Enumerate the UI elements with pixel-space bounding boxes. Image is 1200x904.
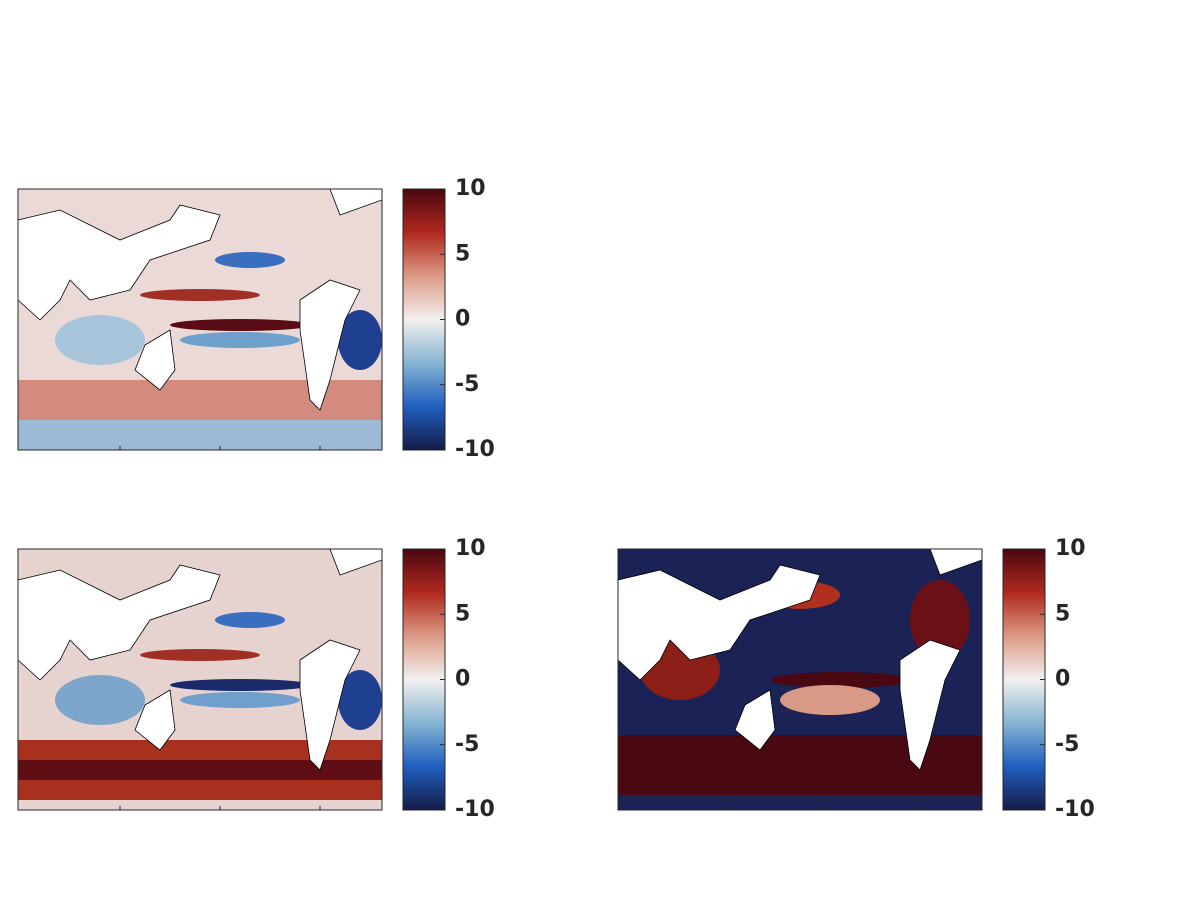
colorbar xyxy=(1002,548,1046,811)
colorbar-tick-label: -10 xyxy=(1055,797,1095,822)
colorbar-tick-label: 0 xyxy=(455,667,470,692)
colorbar-tick-label: -10 xyxy=(455,797,495,822)
colorbar xyxy=(402,188,446,451)
colorbar-tick-label: -5 xyxy=(455,732,479,757)
colorbar-tick-label: -5 xyxy=(1055,732,1079,757)
colorbar-tick-label: 0 xyxy=(455,307,470,332)
axes-frame xyxy=(17,188,983,811)
colorbar-tick-label: 10 xyxy=(455,536,486,561)
colorbar-tick-label: 5 xyxy=(1055,601,1070,626)
colorbar-tick-label: 5 xyxy=(455,241,470,266)
colorbar-tick-label: 5 xyxy=(455,601,470,626)
colorbar-tick-label: 10 xyxy=(1055,536,1086,561)
colorbar-tick-label: 0 xyxy=(1055,667,1070,692)
colorbar xyxy=(402,548,446,811)
colorbar-tick-label: -5 xyxy=(455,372,479,397)
colorbar-tick-label: -10 xyxy=(455,437,495,462)
colorbar-tick-label: 10 xyxy=(455,176,486,201)
land xyxy=(17,188,983,771)
